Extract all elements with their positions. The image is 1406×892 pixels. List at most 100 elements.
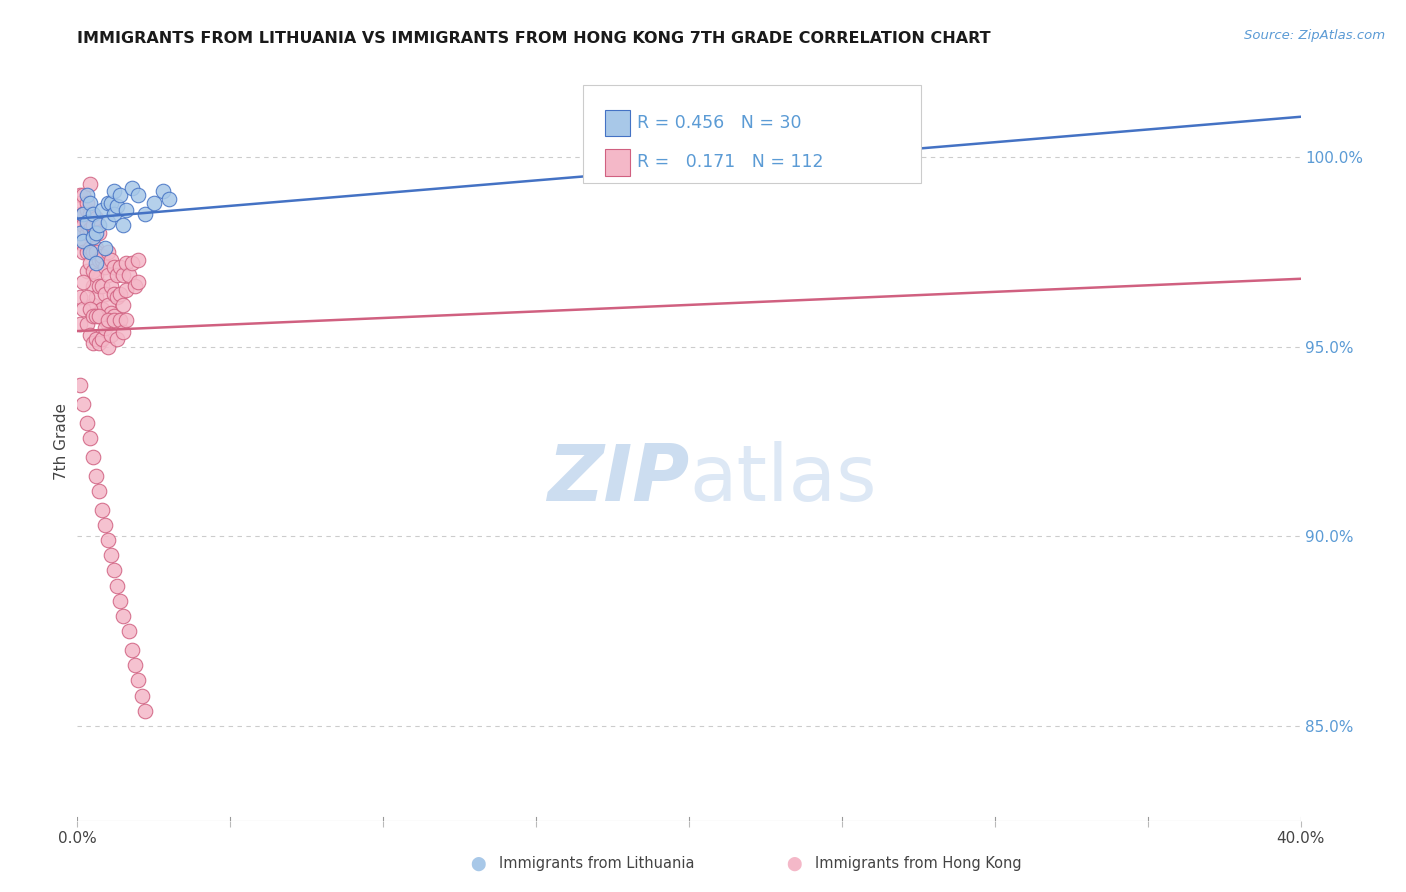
Point [76,219,98,233]
Point [79,241,101,255]
Point [115,313,138,327]
Point [118,624,141,638]
Point [103,286,125,301]
Point [97,195,120,210]
Point [69,222,91,236]
Point [76,317,98,331]
Point [82,279,104,293]
Point [115,283,138,297]
Point [121,643,143,657]
Point [97,533,120,547]
Point [121,180,143,194]
Point [127,252,149,267]
Point [82,450,104,464]
Point [72,207,94,221]
Text: R =   0.171   N = 112: R = 0.171 N = 112 [637,153,824,171]
Text: IMMIGRANTS FROM LITHUANIA VS IMMIGRANTS FROM HONG KONG 7TH GRADE CORRELATION CHA: IMMIGRANTS FROM LITHUANIA VS IMMIGRANTS … [77,31,991,46]
Point [100,279,122,293]
Point [105,268,128,282]
Point [108,593,131,607]
Point [87,310,110,324]
Point [82,310,104,324]
Point [69,291,91,305]
Point [69,195,91,210]
Point [69,207,91,221]
Point [103,563,125,577]
Point [118,268,141,282]
Point [112,298,135,312]
Point [82,264,104,278]
Point [79,222,101,236]
Point [69,188,91,202]
Point [100,328,122,343]
Text: Immigrants from Lithuania: Immigrants from Lithuania [499,856,695,871]
Point [112,219,135,233]
Point [76,188,98,202]
Point [112,325,135,339]
Point [97,244,120,259]
Point [84,211,107,225]
Point [72,207,94,221]
Point [127,673,149,688]
Point [90,502,112,516]
Point [97,340,120,354]
Point [103,260,125,275]
Point [94,313,117,327]
Point [105,291,128,305]
Point [72,188,94,202]
Point [87,226,110,240]
Point [127,275,149,289]
Point [112,608,135,623]
Point [100,305,122,319]
Point [97,268,120,282]
Point [79,207,101,221]
Text: ⬤: ⬤ [786,856,803,871]
Point [97,298,120,312]
Point [82,229,104,244]
Point [72,237,94,252]
Point [100,195,122,210]
Point [103,310,125,324]
Point [76,195,98,210]
Point [76,416,98,430]
Point [100,252,122,267]
Point [84,332,107,346]
Point [97,313,120,327]
Text: atlas: atlas [689,442,876,517]
Point [87,335,110,350]
Point [131,689,153,703]
Point [124,279,146,293]
Point [94,517,117,532]
Point [84,256,107,270]
Point [90,279,112,293]
Point [84,268,107,282]
Point [103,184,125,198]
Point [84,241,107,255]
Point [69,226,91,240]
Point [115,256,138,270]
Point [76,214,98,228]
Point [108,188,131,202]
Point [84,226,107,240]
Point [82,207,104,221]
Point [79,301,101,316]
Point [103,313,125,327]
Point [84,244,107,259]
Point [72,301,94,316]
Text: Immigrants from Hong Kong: Immigrants from Hong Kong [815,856,1022,871]
Point [127,188,149,202]
Point [142,195,165,210]
Point [94,286,117,301]
Point [105,578,128,592]
Point [90,332,112,346]
Point [79,328,101,343]
Point [82,298,104,312]
Point [891,150,914,164]
Point [87,252,110,267]
Point [90,249,112,263]
Point [76,203,98,218]
Point [87,279,110,293]
Point [112,268,135,282]
Text: Source: ZipAtlas.com: Source: ZipAtlas.com [1244,29,1385,42]
Point [124,658,146,673]
